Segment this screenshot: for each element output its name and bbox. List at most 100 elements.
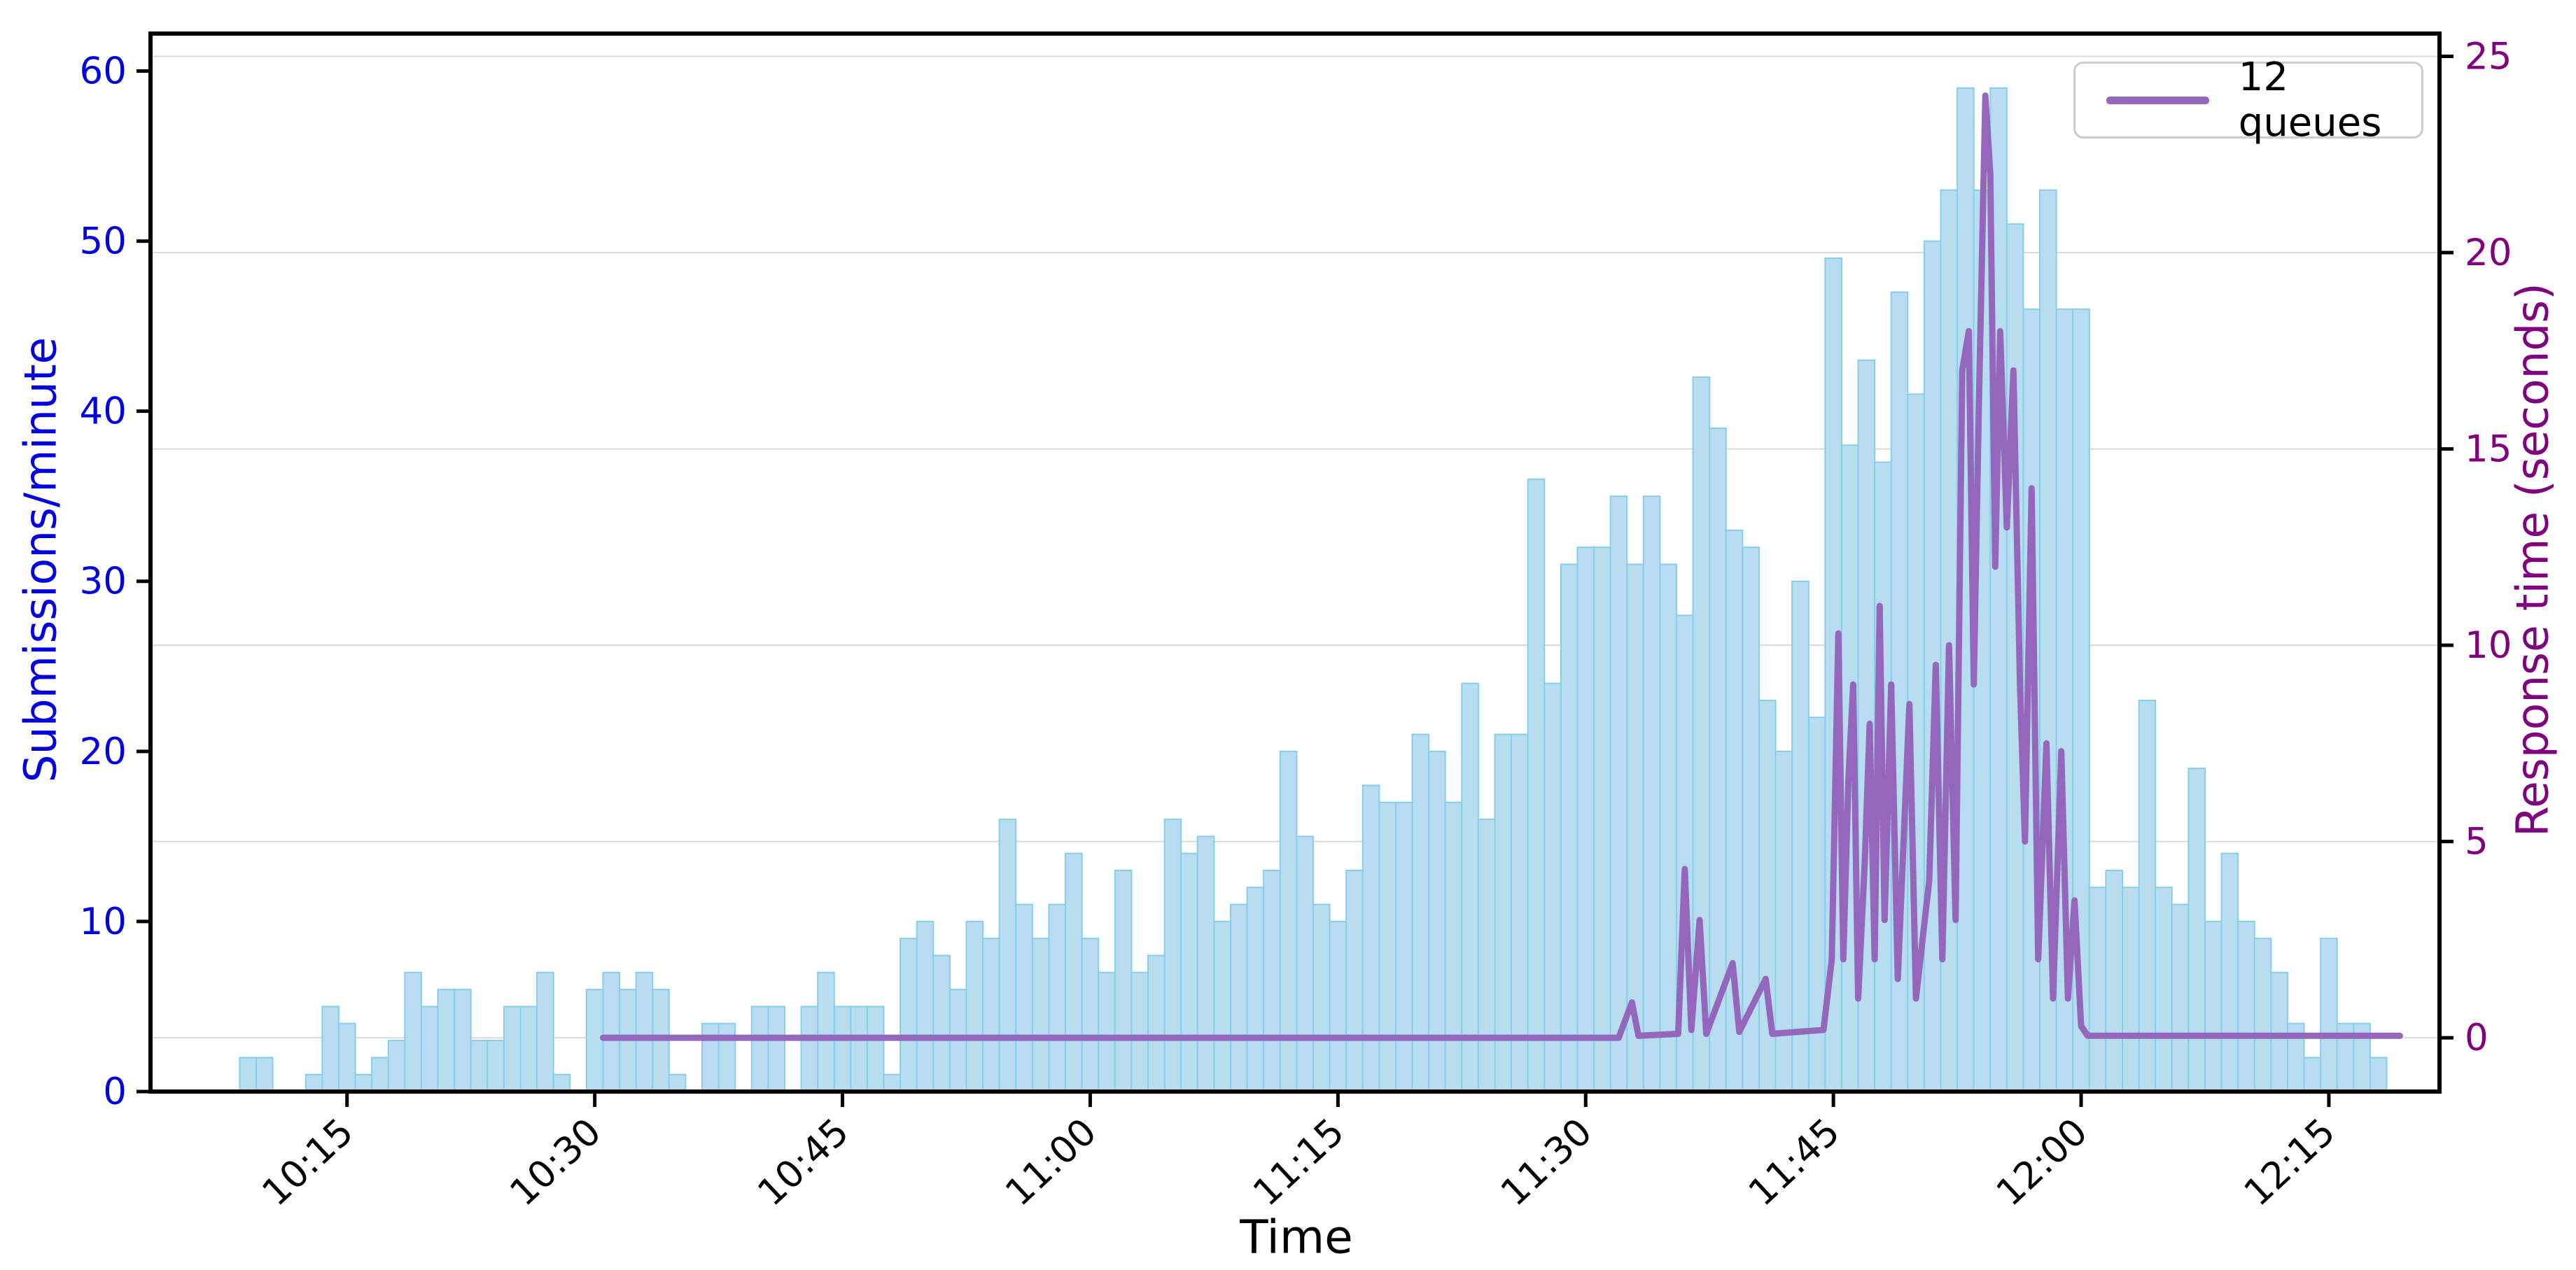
bar — [1362, 784, 1380, 1092]
bar — [2171, 903, 2190, 1092]
bar — [1263, 869, 1281, 1093]
bar — [701, 1022, 720, 1092]
bar — [2220, 852, 2239, 1092]
bar — [503, 1006, 522, 1092]
bar — [767, 1006, 785, 1092]
bar — [470, 1040, 489, 1093]
bar — [371, 1057, 389, 1093]
bar — [668, 1073, 687, 1092]
bar — [519, 1006, 538, 1092]
right-tick-label: 0 — [2465, 1017, 2488, 1059]
bar — [2320, 938, 2338, 1093]
axes-box — [148, 31, 2442, 1094]
left-tick-label: 30 — [80, 560, 127, 603]
bar — [718, 1022, 736, 1092]
bar — [1048, 903, 1067, 1092]
bar — [437, 989, 456, 1093]
right-tick-label: 20 — [2465, 232, 2512, 274]
bar — [337, 1022, 356, 1092]
bar — [1229, 903, 1248, 1092]
bar — [304, 1073, 323, 1092]
x-tick-label: 11:00 — [997, 1110, 1105, 1215]
bar — [1147, 954, 1166, 1092]
bar — [454, 989, 472, 1093]
bar — [833, 1006, 852, 1092]
left-tick-label: 60 — [80, 50, 127, 92]
bar — [1345, 869, 1364, 1093]
x-tick-label: 11:15 — [1245, 1110, 1352, 1215]
bar — [1312, 903, 1331, 1092]
bar — [1659, 563, 1678, 1092]
left-tick-label: 50 — [80, 220, 127, 263]
x-tick-label: 10:45 — [750, 1110, 857, 1215]
legend: 12 queues — [2073, 55, 2423, 146]
legend-label: 12 queues — [2238, 55, 2382, 146]
legend-line-swatch — [2106, 96, 2209, 104]
bar — [2253, 938, 2272, 1093]
bar — [1609, 495, 1628, 1092]
x-tick-label: 10:15 — [254, 1110, 361, 1215]
x-tick-label: 11:45 — [1741, 1110, 1848, 1215]
bar — [2088, 887, 2107, 1092]
right-tick-label: 25 — [2465, 36, 2512, 78]
bar — [1593, 546, 1611, 1092]
x-tick-label: 12:00 — [1989, 1110, 2096, 1215]
bar — [239, 1057, 257, 1093]
left-tick-label: 40 — [80, 390, 127, 433]
right-tick-label: 10 — [2465, 624, 2512, 667]
bar — [635, 971, 654, 1092]
left-tick-label: 10 — [80, 901, 127, 943]
bar — [585, 989, 604, 1093]
bar — [1444, 801, 1463, 1093]
bar — [1065, 852, 1083, 1092]
bar — [1791, 580, 1809, 1092]
bar — [1560, 563, 1578, 1092]
bar — [321, 1006, 340, 1092]
bar — [883, 1073, 902, 1092]
x-tick-label: 10:30 — [502, 1110, 609, 1215]
right-tick-label: 15 — [2465, 428, 2512, 471]
bar — [1098, 971, 1116, 1092]
bar — [387, 1040, 406, 1093]
bar — [899, 938, 918, 1093]
y-axis-label-left: Submissions/minute — [15, 337, 66, 783]
left-tick-label: 0 — [103, 1071, 127, 1113]
bar — [354, 1073, 373, 1092]
bar — [1461, 682, 1479, 1092]
bar — [536, 971, 554, 1092]
bar — [486, 1040, 505, 1093]
bar — [2369, 1057, 2388, 1093]
bar — [2204, 920, 2222, 1093]
response-time-line — [600, 92, 2403, 1041]
bar — [1576, 546, 1595, 1092]
bar — [2122, 887, 2140, 1092]
bar — [2270, 971, 2288, 1092]
left-tick-label: 20 — [80, 731, 127, 773]
bar — [1180, 852, 1198, 1092]
x-axis-label: Time — [1240, 1210, 1353, 1264]
bar — [255, 1057, 274, 1093]
bar — [2237, 920, 2255, 1093]
bar — [1130, 971, 1149, 1092]
bar — [2303, 1057, 2322, 1093]
bar — [1213, 920, 1231, 1093]
bar — [2105, 869, 2124, 1093]
bar — [2188, 768, 2206, 1092]
bar — [1296, 835, 1314, 1092]
bar — [1031, 938, 1050, 1093]
bar — [1774, 750, 1793, 1093]
bar — [1246, 887, 1265, 1092]
bar — [800, 1006, 819, 1092]
bar — [1163, 819, 1182, 1092]
bar — [552, 1073, 571, 1092]
bar — [1378, 801, 1396, 1093]
bar — [982, 938, 1000, 1093]
y-axis-label-right: Response time (seconds) — [2507, 283, 2558, 837]
bar — [817, 971, 835, 1092]
bar — [750, 1006, 769, 1092]
right-tick-label: 5 — [2465, 821, 2488, 863]
bar — [866, 1006, 885, 1092]
bar — [1196, 835, 1215, 1092]
